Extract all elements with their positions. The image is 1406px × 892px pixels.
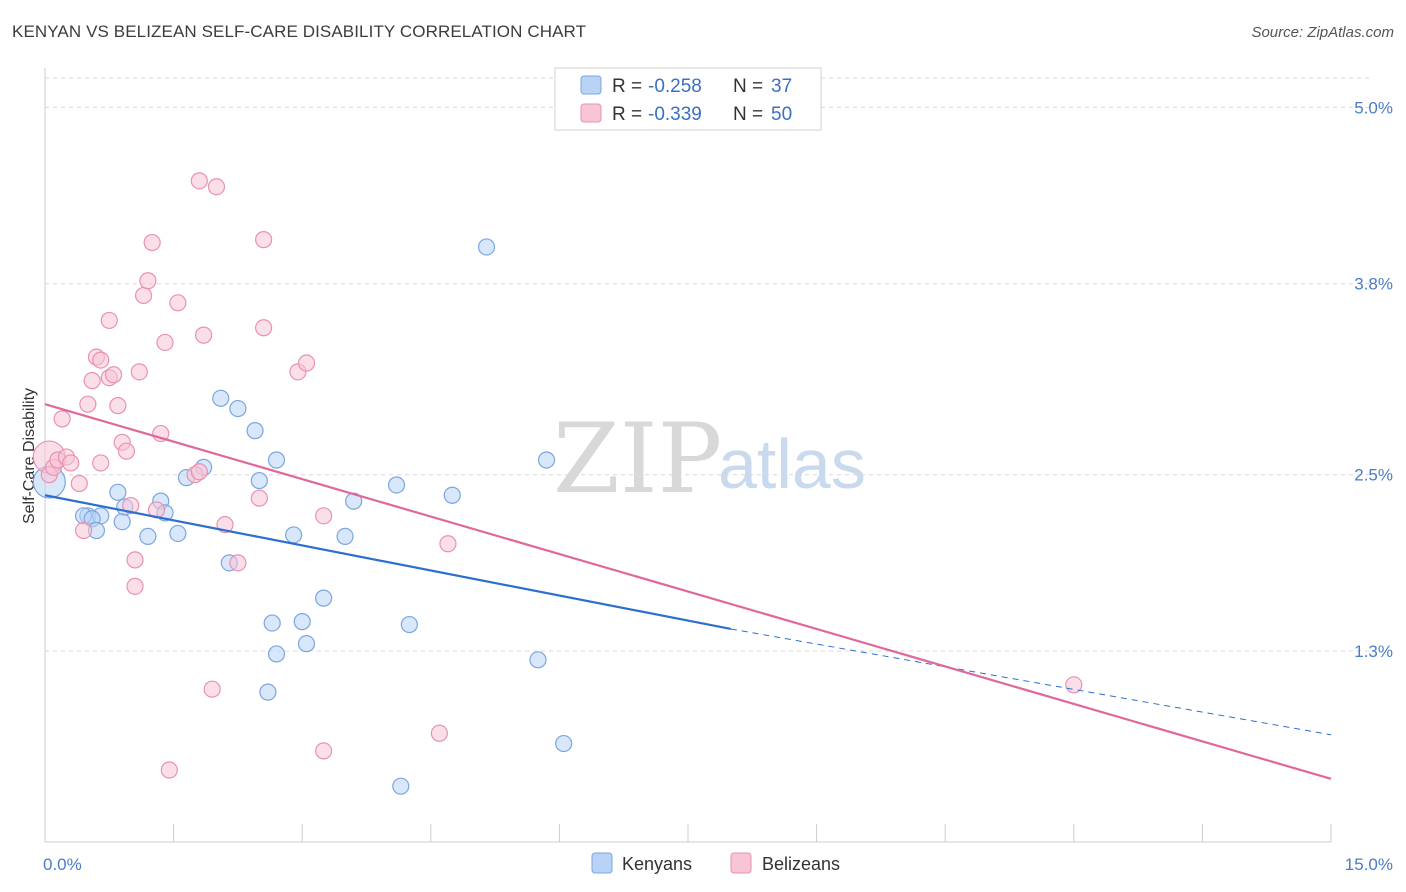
belizean-point	[104, 366, 123, 384]
belizean-point	[255, 319, 273, 337]
belizean-point	[430, 724, 448, 742]
belizean-point	[195, 326, 213, 344]
belizean-point	[62, 454, 80, 472]
belizean-point	[53, 410, 71, 428]
y-tick-label: 5.0%	[1354, 98, 1393, 117]
belizean-point	[156, 333, 174, 352]
grid	[45, 77, 1371, 652]
kenyan-point	[477, 238, 496, 256]
kenyan-point	[297, 635, 316, 653]
belizean-point	[297, 354, 316, 372]
kenyan-point	[229, 399, 247, 418]
data-points	[32, 172, 1083, 795]
trend-line-belizeans	[44, 403, 1332, 780]
kenyan-point	[259, 683, 277, 701]
legend-n-label-kenyans: N =	[733, 76, 763, 97]
belizean-point	[79, 395, 97, 413]
watermark-zip: ZIP	[553, 403, 722, 515]
kenyan-point	[212, 389, 230, 407]
belizean-point	[203, 680, 221, 698]
watermark-atlas: atlas	[718, 425, 866, 503]
belizean-point	[190, 463, 208, 481]
kenyan-point	[109, 483, 127, 501]
trend-line-kenyans	[44, 494, 732, 631]
legend-n-label-belizeans: N =	[733, 104, 763, 125]
belizean-point	[83, 372, 101, 390]
belizean-point	[143, 233, 161, 252]
belizean-point	[315, 742, 333, 760]
belizean-point	[117, 442, 136, 460]
kenyan-point	[315, 589, 333, 607]
belizean-point	[229, 554, 247, 572]
belizean-point	[109, 397, 127, 415]
belizean-point	[70, 474, 88, 493]
legend-r-value-kenyans: -0.258	[648, 76, 702, 97]
bottom-legend: Kenyans Belizeans	[591, 852, 840, 874]
kenyan-point	[392, 777, 410, 795]
x-tick-label-min: 0.0%	[43, 855, 82, 874]
kenyan-point	[537, 451, 556, 469]
belizean-point	[74, 521, 93, 540]
legend-r-label-kenyans: R =	[612, 76, 642, 97]
y-axis-label: Self-Care Disability	[21, 388, 38, 524]
legend-swatch-belizeans	[580, 103, 602, 123]
kenyan-point	[555, 734, 573, 753]
kenyan-point	[267, 645, 286, 663]
bottom-legend-label-kenyans: Kenyans	[622, 854, 692, 874]
belizean-point	[439, 535, 457, 553]
kenyan-point	[250, 471, 268, 490]
x-tick-label-max: 15.0%	[1345, 855, 1393, 874]
belizean-point	[255, 231, 273, 249]
belizean-point	[139, 272, 157, 290]
chart-source: Source: ZipAtlas.com	[1251, 24, 1394, 41]
bottom-legend-swatch-belizeans	[730, 852, 752, 874]
legend-swatch-kenyans	[580, 75, 602, 95]
belizean-point	[122, 496, 140, 515]
belizean-point	[130, 363, 148, 381]
bottom-legend-label-belizeans: Belizeans	[762, 854, 840, 874]
y-tick-label: 2.5%	[1354, 466, 1393, 485]
kenyan-point	[336, 527, 354, 546]
belizean-point	[207, 178, 226, 196]
kenyan-point	[169, 524, 187, 543]
kenyan-point	[285, 526, 303, 544]
legend-r-label-belizeans: R =	[612, 104, 642, 125]
kenyan-point	[113, 513, 131, 531]
y-tick-label: 3.8%	[1354, 275, 1393, 294]
watermark: ZIP atlas	[553, 403, 866, 515]
chart-title: KENYAN VS BELIZEAN SELF-CARE DISABILITY …	[12, 22, 587, 41]
belizean-point	[92, 351, 110, 369]
trend-line-kenyans-extension	[730, 628, 1332, 736]
belizean-point	[126, 551, 144, 569]
belizean-point	[100, 311, 118, 330]
kenyan-point	[443, 486, 461, 504]
belizean-point	[126, 577, 144, 595]
kenyan-point	[267, 451, 286, 469]
belizean-point	[190, 172, 208, 190]
legend-n-value-belizeans: 50	[771, 104, 792, 125]
belizean-point	[169, 294, 187, 312]
belizean-point	[250, 489, 268, 507]
belizean-point	[160, 761, 178, 779]
belizean-point	[315, 507, 333, 525]
belizean-point	[92, 454, 110, 472]
kenyan-point	[529, 651, 547, 669]
kenyan-point	[387, 476, 406, 494]
belizean-point	[134, 286, 153, 305]
kenyan-point	[293, 613, 311, 631]
kenyan-point	[263, 614, 281, 632]
kenyan-point	[246, 422, 264, 440]
legend: R = -0.258 N = 37 R = -0.339 N = 50	[554, 67, 822, 131]
y-tick-label: 1.3%	[1354, 642, 1393, 661]
bottom-legend-swatch-kenyans	[591, 852, 613, 874]
legend-r-value-belizeans: -0.339	[648, 104, 702, 125]
tick-labels: 1.3% 2.5% 3.8% 5.0% 0.0% 15.0%	[43, 98, 1393, 874]
kenyan-point	[400, 615, 418, 634]
legend-n-value-kenyans: 37	[771, 76, 792, 97]
trend-lines	[44, 403, 1332, 780]
kenyan-point	[139, 527, 157, 546]
